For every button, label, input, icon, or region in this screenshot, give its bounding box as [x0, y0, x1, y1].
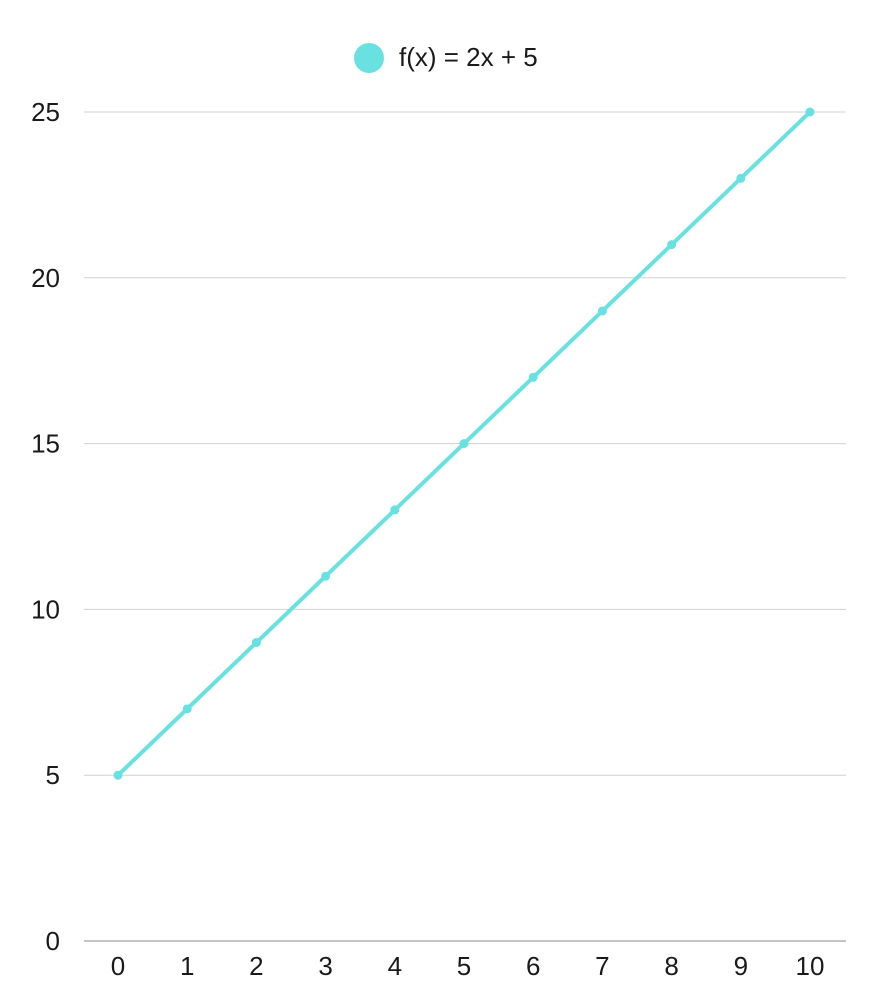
- y-axis-ticks: 0 5 10 15 20 25: [31, 97, 60, 956]
- data-point-x10: [805, 107, 815, 117]
- x-tick-label-4: 4: [388, 951, 402, 981]
- x-axis-ticks: 0 1 2 3 4 5 6 7 8 9 10: [111, 951, 825, 981]
- x-tick-label-2: 2: [249, 951, 263, 981]
- x-tick-label-5: 5: [457, 951, 471, 981]
- data-point-x5: [459, 439, 469, 449]
- data-point-x2: [251, 638, 261, 648]
- y-tick-label-10: 10: [31, 594, 60, 624]
- data-point-x7: [597, 306, 607, 316]
- x-tick-label-8: 8: [664, 951, 678, 981]
- data-point-x1: [182, 704, 192, 714]
- data-point-x3: [321, 571, 331, 581]
- x-tick-label-0: 0: [111, 951, 125, 981]
- data-point-x0: [113, 770, 123, 780]
- x-tick-label-7: 7: [595, 951, 609, 981]
- y-tick-label-25: 25: [31, 97, 60, 127]
- x-tick-label-1: 1: [180, 951, 194, 981]
- x-tick-label-6: 6: [526, 951, 540, 981]
- data-point-x9: [736, 173, 746, 183]
- data-point-x4: [390, 505, 400, 515]
- legend: f(x) = 2x + 5: [354, 42, 538, 73]
- series-f-x: [113, 107, 815, 780]
- data-point-x6: [528, 372, 538, 382]
- y-tick-label-5: 5: [46, 760, 60, 790]
- legend-label: f(x) = 2x + 5: [399, 42, 538, 72]
- y-tick-label-20: 20: [31, 263, 60, 293]
- data-point-x8: [667, 240, 677, 250]
- x-tick-label-3: 3: [318, 951, 332, 981]
- y-tick-label-15: 15: [31, 429, 60, 459]
- x-tick-label-10: 10: [796, 951, 825, 981]
- x-tick-label-9: 9: [734, 951, 748, 981]
- y-tick-label-0: 0: [46, 926, 60, 956]
- legend-swatch: [354, 43, 384, 73]
